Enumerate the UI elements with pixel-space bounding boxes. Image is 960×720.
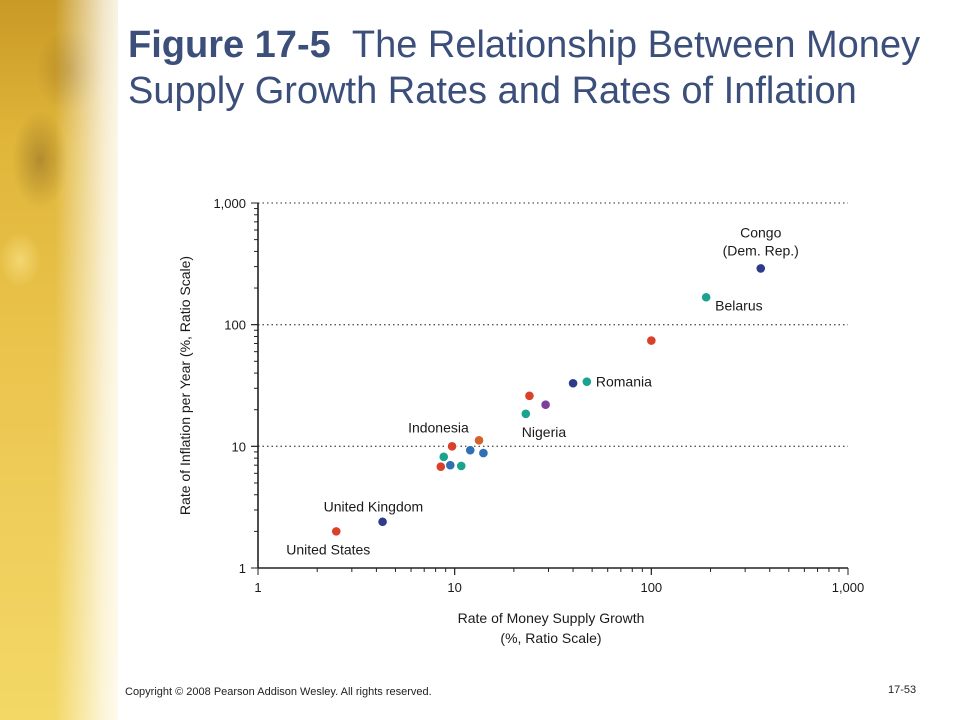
data-point-14 <box>581 376 593 387</box>
y-tick-label-0: 1 <box>239 561 246 576</box>
slide-title: Figure 17-5 The Relationship Between Mon… <box>128 22 928 114</box>
point-label-congo-line2: (Dem. Rep.) <box>723 242 799 258</box>
data-point-5 <box>446 441 458 452</box>
x-tick-label-3: 1,000 <box>832 580 865 595</box>
point-label-romania: Romania <box>596 374 652 390</box>
x-tick-label-1: 10 <box>447 580 461 595</box>
x-axis-title-line1: Rate of Money Supply Growth <box>458 610 645 626</box>
figure-number: Figure 17-5 <box>128 24 331 66</box>
point-label-nigeria: Nigeria <box>522 424 567 440</box>
data-point-10 <box>520 408 532 420</box>
point-label-belarus: Belarus <box>715 297 762 313</box>
data-point-0 <box>330 526 342 537</box>
data-point-3 <box>438 451 450 463</box>
y-tick-label-1: 10 <box>232 439 246 454</box>
point-label-indonesia: Indonesia <box>408 419 469 435</box>
data-point-12 <box>540 399 551 410</box>
data-point-2 <box>435 461 447 473</box>
y-axis-title: Rate of Inflation per Year (%, Ratio Sca… <box>177 256 193 515</box>
data-point-13 <box>567 377 579 389</box>
point-label-united-states: United States <box>286 541 370 557</box>
data-point-17 <box>755 263 767 274</box>
data-point-7 <box>464 444 476 456</box>
data-point-15 <box>646 335 657 346</box>
data-point-9 <box>478 447 489 459</box>
data-point-1 <box>377 516 388 528</box>
point-label-congo-line1: Congo <box>740 224 781 240</box>
y-tick-label-3: 1,000 <box>213 196 246 211</box>
copyright-notice: Copyright © 2008 Pearson Addison Wesley.… <box>125 686 432 698</box>
point-label-united-kingdom: United Kingdom <box>324 499 424 515</box>
y-tick-label-2: 100 <box>224 318 246 333</box>
figure-title: The Relationship Between Money Supply Gr… <box>128 24 921 112</box>
x-tick-label-2: 100 <box>640 580 662 595</box>
data-point-11 <box>524 390 535 402</box>
data-point-4 <box>444 459 456 471</box>
data-point-16 <box>700 291 712 303</box>
x-tick-label-0: 1 <box>254 580 261 595</box>
data-point-8 <box>473 435 485 446</box>
page-number: 17-53 <box>888 684 917 696</box>
data-point-6 <box>455 460 467 472</box>
x-axis-title-line2: (%, Ratio Scale) <box>500 630 601 646</box>
decorative-sidebar-fade <box>55 0 130 720</box>
